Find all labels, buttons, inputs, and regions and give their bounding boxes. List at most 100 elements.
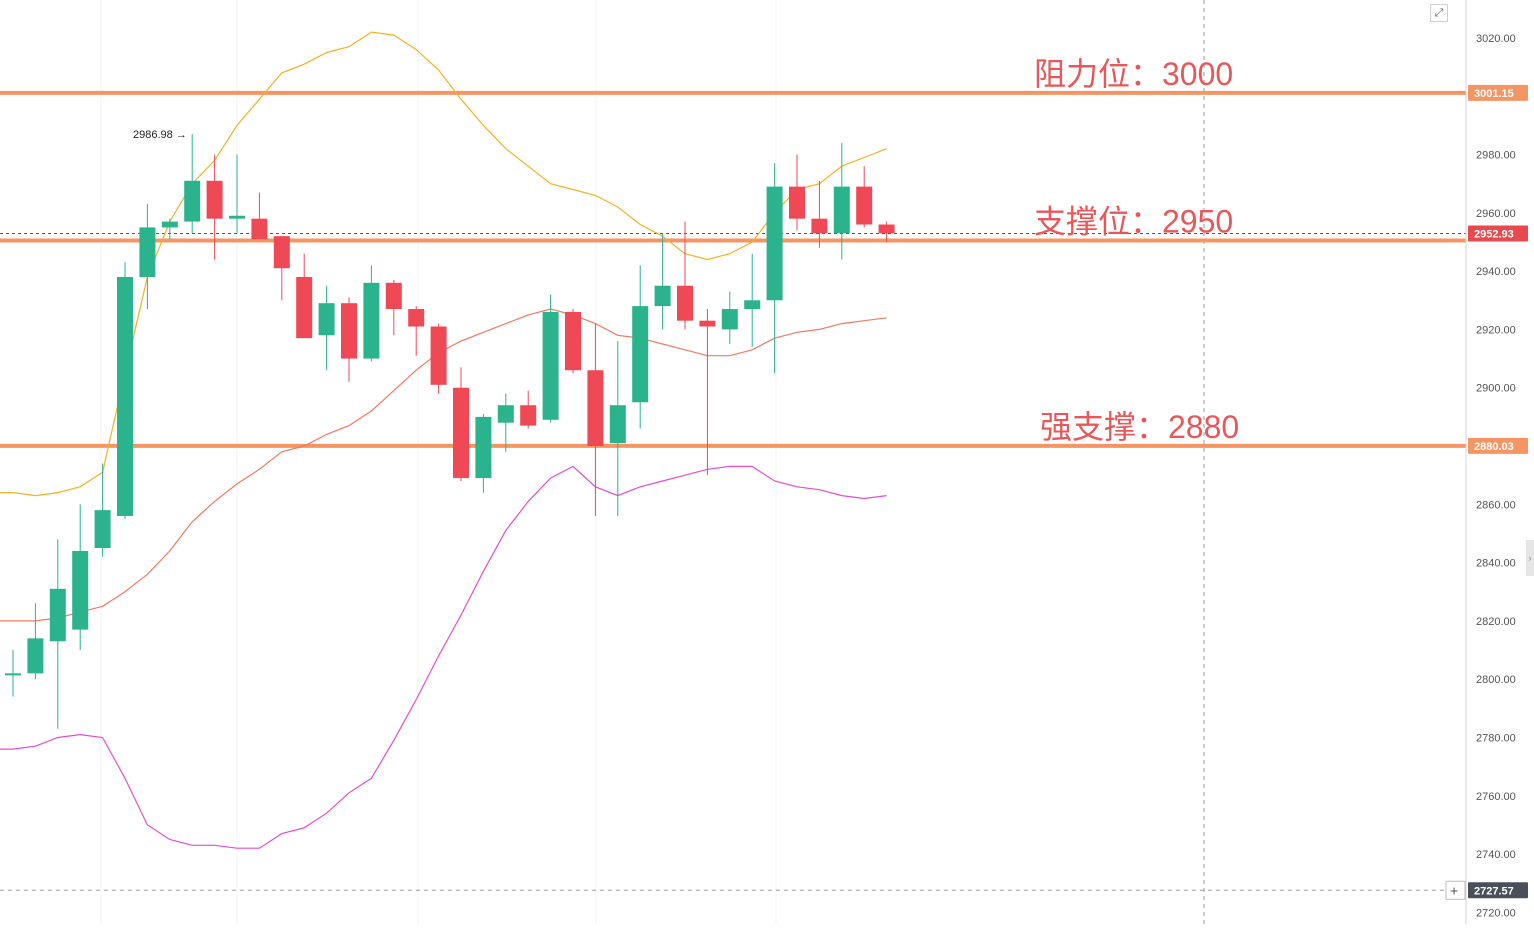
price-tag: 3001.15: [1468, 84, 1528, 101]
price-tick-label: 2720.00: [1476, 907, 1516, 919]
candle-body: [542, 311, 559, 420]
candle[interactable]: [542, 294, 559, 423]
candle-body: [408, 309, 425, 327]
candle[interactable]: [744, 253, 761, 347]
candle[interactable]: [49, 539, 66, 729]
candle[interactable]: [677, 221, 693, 330]
candle[interactable]: [408, 306, 425, 356]
price-tag: 2727.57: [1468, 882, 1528, 899]
panel-toggle-icon[interactable]: ›: [1526, 540, 1534, 576]
bollinger-upper-line: [0, 31, 887, 497]
candle[interactable]: [789, 154, 805, 231]
candle-body: [94, 510, 111, 549]
level-label: 阻力位：3000: [1034, 56, 1233, 92]
price-tag-background: [1468, 84, 1528, 101]
candle[interactable]: [833, 142, 850, 260]
candle[interactable]: [206, 154, 223, 260]
candle[interactable]: [94, 463, 111, 557]
candle-body: [27, 638, 44, 674]
candle-body: [251, 218, 268, 240]
candle-body: [811, 218, 828, 234]
candle[interactable]: [632, 265, 649, 429]
candle[interactable]: [878, 221, 895, 242]
candle[interactable]: [341, 297, 357, 382]
expand-icon[interactable]: ⤢: [1430, 4, 1448, 22]
candle-body: [721, 309, 738, 330]
price-tick-label: 2940.00: [1476, 266, 1516, 278]
price-axis-background: [1466, 0, 1534, 924]
price-tag-label: 2880.03: [1474, 441, 1514, 453]
candle[interactable]: [229, 154, 245, 234]
price-tag-label: 2952.93: [1474, 228, 1514, 240]
candle-body: [206, 180, 223, 219]
candle[interactable]: [520, 390, 537, 429]
candle-body: [766, 186, 783, 301]
candle[interactable]: [318, 285, 335, 371]
plus-button-frame: [1445, 880, 1466, 900]
candle[interactable]: [296, 253, 313, 339]
price-tick-label: 2760.00: [1476, 791, 1516, 803]
candle[interactable]: [5, 650, 21, 697]
price-tick-label: 2840.00: [1476, 558, 1516, 570]
plus-glyph: +: [1450, 882, 1458, 898]
candle-body: [117, 276, 133, 516]
candle[interactable]: [27, 603, 44, 680]
price-tag-background: [1468, 225, 1528, 242]
candle-body: [565, 311, 581, 371]
price-tag: 2952.93: [1468, 225, 1528, 242]
candle[interactable]: [587, 323, 604, 516]
candle-body: [475, 416, 492, 479]
candle-body: [5, 673, 21, 676]
candle[interactable]: [273, 236, 290, 301]
price-tick-label: 2780.00: [1476, 732, 1516, 744]
candle[interactable]: [609, 341, 626, 516]
candle[interactable]: [251, 192, 268, 240]
candle[interactable]: [363, 265, 380, 362]
candle-body: [72, 550, 89, 630]
price-tag-label: 3001.15: [1474, 88, 1514, 100]
candle[interactable]: [453, 367, 469, 481]
price-axis: 3020.00 2980.00 2960.00 2940.00 2920.00 2900.…: [1445, 0, 1534, 924]
candle-body: [161, 221, 178, 228]
price-tick-label: 2800.00: [1476, 674, 1516, 686]
candle[interactable]: [385, 279, 402, 336]
candle[interactable]: [565, 309, 581, 374]
candle-body: [363, 282, 380, 359]
bollinger-lower-line: [0, 465, 887, 849]
candle-body: [587, 370, 604, 447]
candle[interactable]: [766, 163, 783, 374]
candle[interactable]: [811, 180, 828, 248]
add-alert-plus-icon[interactable]: +: [1445, 880, 1466, 900]
candle-body: [296, 276, 313, 339]
candle[interactable]: [161, 218, 178, 240]
candle-body: [632, 306, 649, 403]
candle-body: [654, 285, 671, 307]
candle-body: [139, 227, 156, 277]
candle-body: [229, 215, 245, 219]
candle[interactable]: [430, 323, 447, 394]
candle[interactable]: [72, 504, 89, 651]
candle-body: [453, 387, 469, 479]
candle[interactable]: [699, 309, 716, 476]
candle[interactable]: [184, 134, 201, 234]
price-tick-label: 2740.00: [1476, 849, 1516, 861]
candle[interactable]: [475, 413, 492, 493]
candle[interactable]: [139, 204, 156, 310]
candle[interactable]: [856, 166, 873, 228]
candle-body: [856, 186, 873, 225]
candle[interactable]: [117, 262, 133, 519]
horizontal-levels: 阻力位：3000 支撑位：2950 强支撑：2880: [0, 56, 1466, 448]
candle[interactable]: [654, 233, 671, 330]
grid-lines: [0, 0, 1466, 924]
candle-body: [520, 405, 537, 426]
candle-body: [609, 405, 626, 444]
candle[interactable]: [721, 291, 738, 345]
price-tick-label: 2820.00: [1476, 616, 1516, 628]
candle[interactable]: [497, 393, 514, 452]
candle-body: [49, 588, 66, 642]
annotations: 2986.98 →: [133, 129, 187, 141]
price-tag-background: [1468, 437, 1528, 454]
candles: [5, 134, 895, 729]
